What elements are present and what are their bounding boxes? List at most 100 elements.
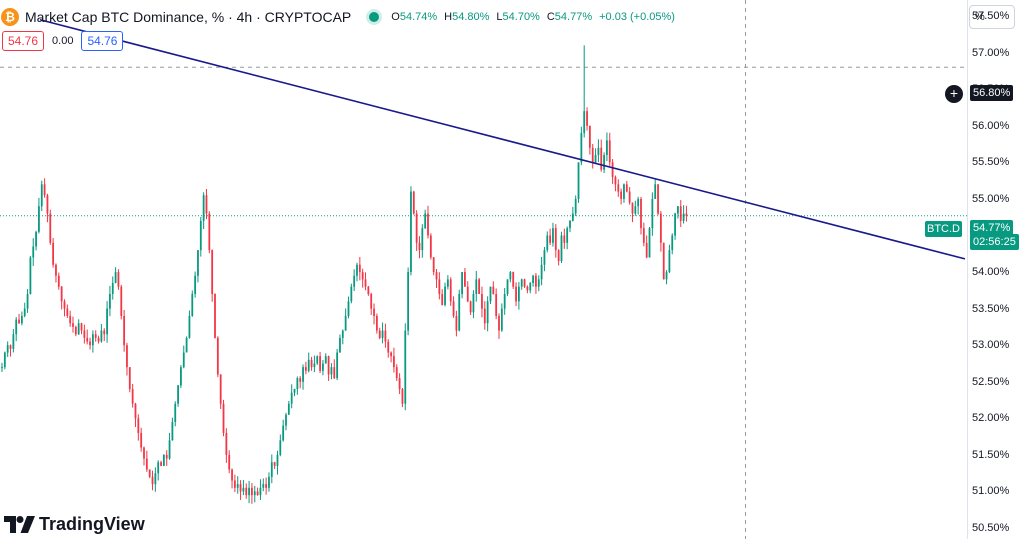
candle-body <box>446 279 449 287</box>
candle-body <box>233 480 236 488</box>
candle-body <box>657 184 659 214</box>
candle-body <box>43 184 46 196</box>
candle-body <box>279 440 282 455</box>
candle-body <box>9 345 12 349</box>
candle-body <box>248 487 250 496</box>
candle-body <box>251 487 253 496</box>
candle-body <box>293 389 296 393</box>
candle-body <box>211 250 214 294</box>
candle-body <box>367 286 370 294</box>
scale-mode-button[interactable]: % <box>969 5 1015 29</box>
candle-body <box>188 315 191 338</box>
candle-body <box>554 228 557 251</box>
candle-body <box>111 283 114 294</box>
buy-button[interactable]: 54.76 <box>81 31 124 51</box>
candle-body <box>427 213 429 236</box>
candle-body <box>23 308 26 316</box>
candle-body <box>63 301 66 309</box>
candle-body <box>665 272 668 280</box>
candle-body <box>410 191 412 273</box>
candle-body <box>91 334 94 346</box>
candle-body <box>103 330 106 335</box>
candle-body <box>640 198 642 229</box>
candle-body <box>529 283 532 291</box>
price-axis-label: 57.50% <box>972 10 1010 23</box>
candle-body <box>46 195 49 214</box>
candle-body <box>375 315 378 331</box>
candle-body <box>356 264 358 276</box>
candle-body <box>520 279 523 287</box>
candle-body <box>191 294 194 316</box>
candle-body <box>449 279 452 302</box>
candle-body <box>6 345 9 353</box>
candle-body <box>571 213 574 221</box>
sell-button[interactable]: 54.76 <box>2 31 45 51</box>
candle-body <box>557 250 560 262</box>
candle-body <box>577 162 580 199</box>
candle-body <box>86 337 89 342</box>
candle-body <box>106 308 108 335</box>
candle-body <box>503 294 506 309</box>
candle-body <box>387 341 390 353</box>
candle-body <box>128 367 131 390</box>
candle-body <box>160 462 162 466</box>
candle-body <box>341 330 344 338</box>
candle-body <box>219 374 222 404</box>
candle-body <box>429 235 432 258</box>
candle-body <box>384 330 387 342</box>
candle-body <box>347 301 350 316</box>
candle-body <box>94 334 97 338</box>
candle-body <box>74 326 77 335</box>
candle-body <box>537 279 540 287</box>
candle-body <box>77 323 80 335</box>
candle-body <box>395 367 398 379</box>
candle-body <box>330 367 333 375</box>
price-axis-label: 53.50% <box>972 302 1010 315</box>
plus-icon[interactable]: + <box>945 85 963 103</box>
candle-body <box>3 352 6 368</box>
candle-body <box>472 294 475 313</box>
candle-body <box>162 454 165 466</box>
tradingview-logo-icon <box>4 515 35 533</box>
candle-body <box>157 462 160 474</box>
candle-body <box>327 356 330 375</box>
candle-body <box>489 286 492 302</box>
candle-body <box>123 315 126 346</box>
candle-body <box>29 257 32 294</box>
candle-body <box>620 191 623 199</box>
last-price-label: 54.77% <box>970 220 1014 236</box>
candle-body <box>26 294 29 309</box>
candle-body <box>148 469 151 477</box>
candle-body <box>171 421 174 441</box>
candle-body <box>412 191 415 214</box>
candle-body <box>180 367 182 386</box>
candle-body <box>407 272 410 331</box>
candle-body <box>202 195 205 221</box>
candle-body <box>134 403 137 419</box>
candle-body <box>549 235 552 243</box>
candle-body <box>566 228 569 243</box>
candle-body <box>256 491 259 496</box>
candle-body <box>486 301 489 324</box>
candle-body <box>608 140 611 163</box>
candle-body <box>515 286 517 302</box>
price-axis-label: 50.50% <box>972 522 1010 535</box>
candle-body <box>89 341 91 346</box>
candle-body <box>523 279 526 287</box>
candle-body <box>475 279 478 294</box>
candle-body <box>69 315 72 324</box>
candle-body <box>245 487 248 496</box>
trendline[interactable] <box>39 18 966 260</box>
candle-body <box>143 447 145 459</box>
candle-body <box>671 235 674 251</box>
candle-body <box>222 403 225 433</box>
candle-body <box>415 213 418 243</box>
candle-body <box>535 275 537 287</box>
candle-body <box>60 286 63 302</box>
candle-body <box>492 286 495 294</box>
price-axis-label: 54.00% <box>972 266 1010 279</box>
tradingview-logo[interactable]: TradingView <box>4 512 145 536</box>
symbol-title[interactable]: Market Cap BTC Dominance, % · 4h · CRYPT… <box>25 9 352 25</box>
candle-body <box>38 206 40 232</box>
